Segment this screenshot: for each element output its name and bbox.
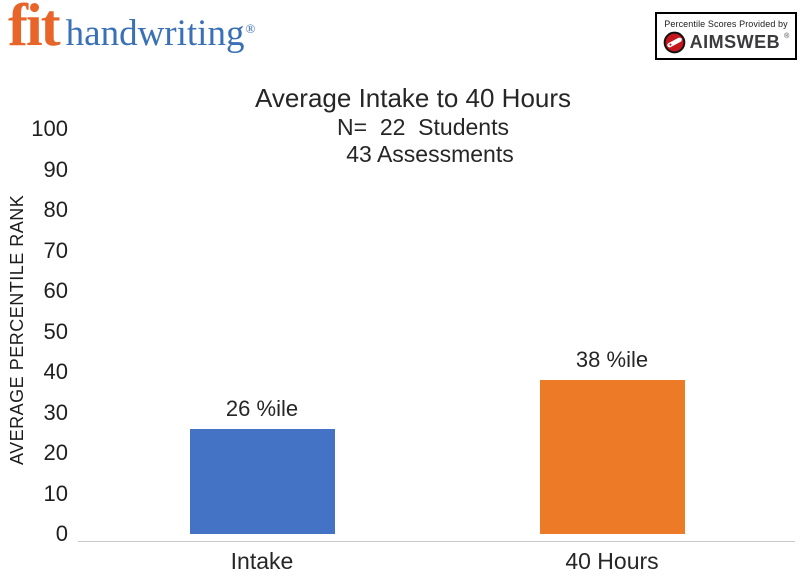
brand-handwriting-text: handwriting xyxy=(65,13,245,54)
y-axis-tick-label: 40 xyxy=(43,359,68,384)
fit-handwriting-logo: fit handwriting ® xyxy=(8,0,255,57)
x-axis-line xyxy=(78,541,795,542)
bar-40-hours xyxy=(539,380,685,534)
y-axis-tick-label: 10 xyxy=(43,480,68,506)
aimsweb-pen-icon xyxy=(663,31,686,54)
chart-subtitle-assessments: 43 Assessments xyxy=(346,141,514,167)
registered-trademark-symbol: ® xyxy=(245,21,256,36)
aimsweb-logo: AIMSWEB ® xyxy=(663,31,790,54)
y-axis-tick-label: 100 xyxy=(31,116,68,141)
aimsweb-registered-symbol: ® xyxy=(784,32,790,40)
y-axis-tick-label: 80 xyxy=(43,197,68,222)
chart-subtitle-students: N= 22 Students xyxy=(337,114,509,140)
provider-caption: Percentile Scores Provided by xyxy=(664,18,788,29)
y-axis-tick-label: 60 xyxy=(43,278,68,303)
bar-value-label: 38 %ile xyxy=(575,347,649,373)
aimsweb-provider-box: Percentile Scores Provided by AIMSWEB ® xyxy=(655,12,797,60)
y-axis-tick-label: 30 xyxy=(43,399,68,425)
y-axis-tick-label: 70 xyxy=(43,237,68,263)
y-axis-tick-label: 20 xyxy=(43,440,68,465)
y-axis-tick-label: 90 xyxy=(43,156,68,182)
bar-intake xyxy=(189,428,335,534)
aimsweb-brand-text: AIMSWEB xyxy=(689,31,781,52)
chart-title: Average Intake to 40 Hours xyxy=(254,83,572,113)
y-axis-tick-label: 0 xyxy=(55,521,68,546)
x-axis-category-label: Intake xyxy=(230,548,294,574)
x-axis-category-label: 40 Hours xyxy=(565,548,659,574)
y-axis-tick-label: 50 xyxy=(43,318,68,344)
bar-value-label: 26 %ile xyxy=(225,395,299,421)
brand-fit-text: fit xyxy=(8,0,61,58)
